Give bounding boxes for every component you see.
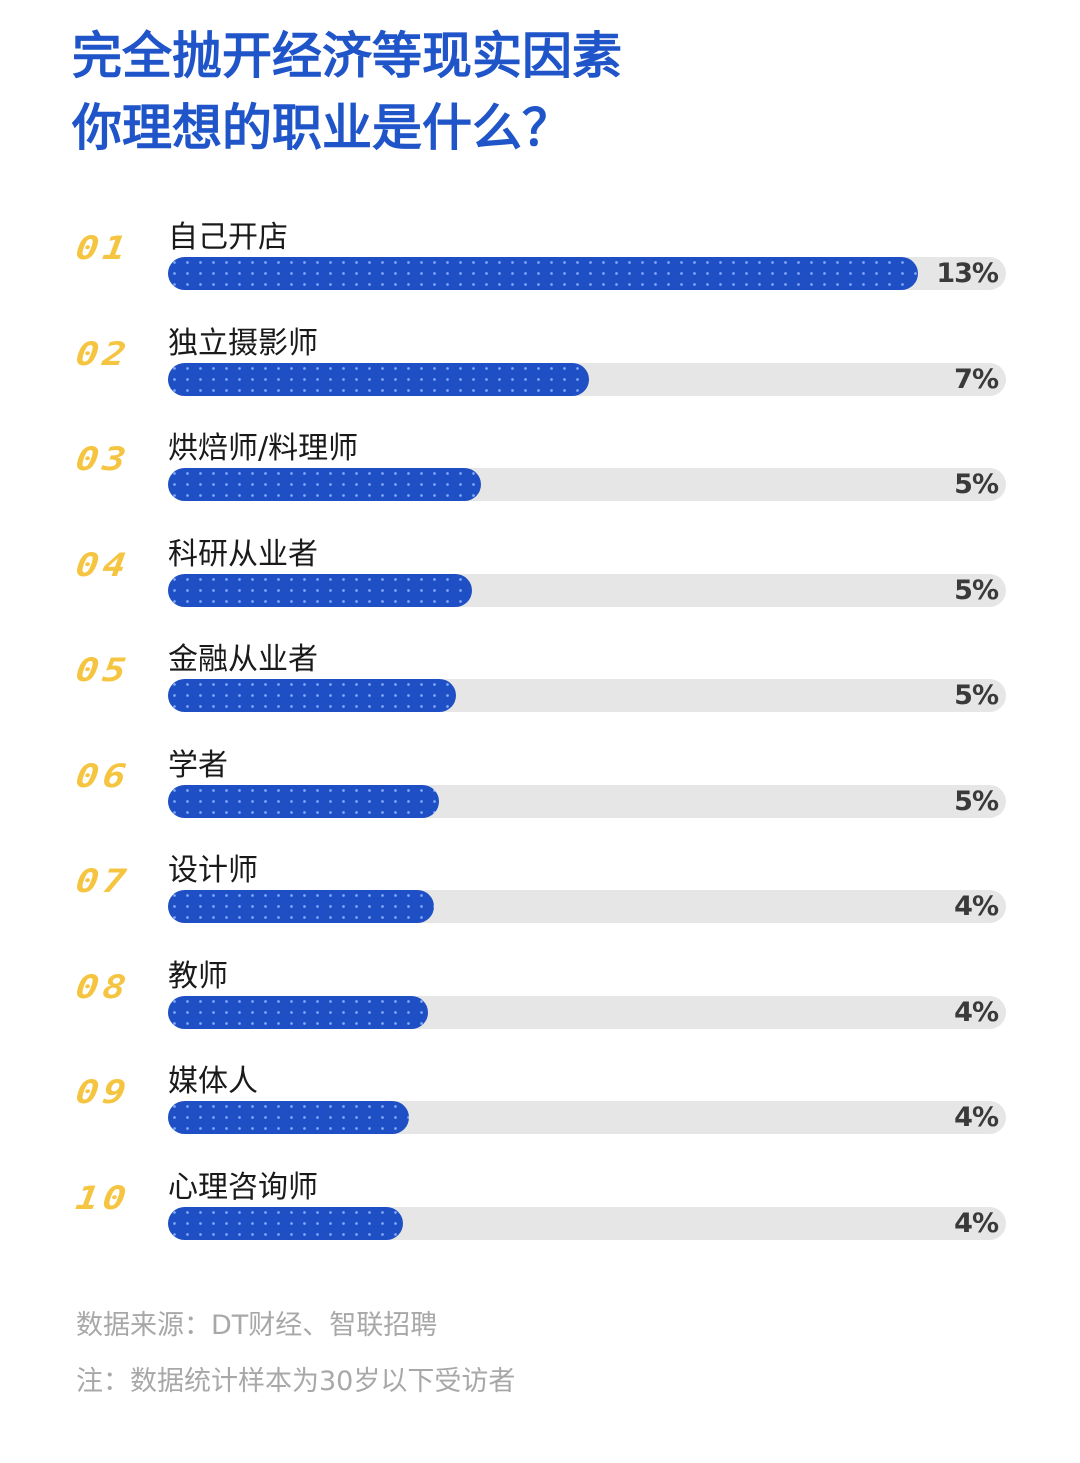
rank-number: 05 <box>73 651 133 689</box>
bar-fill <box>168 1206 403 1240</box>
bar-row: 04 科研从业者 5% <box>0 527 1080 627</box>
value-label: 13% <box>936 258 999 289</box>
bar-row: 09 媒体人 4% <box>0 1054 1080 1154</box>
bar-row: 03 烘焙师/料理师 5% <box>0 421 1080 521</box>
rank-number: 06 <box>73 756 133 795</box>
bar-row: 06 学者 5% <box>0 738 1080 838</box>
value-label: 4% <box>954 1102 999 1133</box>
category-label: 心理咨询师 <box>168 1169 318 1205</box>
bar-fill <box>168 890 434 923</box>
title-line-2: 你理想的职业是什么？ <box>72 99 572 157</box>
bar-fill <box>168 1101 410 1134</box>
bar-row: 10 心理咨询师 4% <box>0 1160 1080 1260</box>
bar-track: 4% <box>168 1206 1006 1240</box>
bar-row: 02 独立摄影师 7% <box>0 316 1080 416</box>
bar-track: 4% <box>168 1101 1006 1134</box>
bar-track: 5% <box>168 784 1006 818</box>
category-label: 学者 <box>168 747 228 783</box>
bar-row: 05 金融从业者 5% <box>0 632 1080 732</box>
rank-number: 04 <box>73 545 133 584</box>
bar-row: 07 设计师 4% <box>0 843 1080 943</box>
data-note: 注：数据统计样本为30岁以下受访者 <box>76 1366 516 1397</box>
category-label: 科研从业者 <box>168 536 318 572</box>
data-source: 数据来源：DT财经、智联招聘 <box>76 1310 438 1341</box>
bar-track: 4% <box>168 890 1006 923</box>
bar-fill <box>168 468 482 501</box>
bar-track: 5% <box>168 679 1006 712</box>
category-label: 媒体人 <box>168 1064 258 1099</box>
category-label: 烘焙师/料理师 <box>168 431 359 466</box>
bar-track: 5% <box>168 573 1006 607</box>
rank-number: 07 <box>73 862 133 900</box>
rank-number: 01 <box>73 229 133 267</box>
bar-fill <box>168 362 589 396</box>
value-label: 4% <box>954 996 999 1028</box>
category-label: 独立摄影师 <box>168 325 318 361</box>
bar-fill <box>168 257 918 290</box>
bar-fill <box>168 573 473 607</box>
value-label: 7% <box>954 363 999 395</box>
bar-track: 7% <box>168 362 1006 396</box>
bar-track: 13% <box>168 257 1006 290</box>
bar-row: 08 教师 4% <box>0 949 1080 1049</box>
category-label: 教师 <box>168 958 228 994</box>
category-label: 设计师 <box>168 853 258 888</box>
value-label: 5% <box>954 469 999 500</box>
rank-number: 10 <box>73 1178 133 1217</box>
bar-fill <box>168 679 457 712</box>
category-label: 金融从业者 <box>168 642 318 677</box>
rank-number: 02 <box>73 334 133 373</box>
footer: 数据来源：DT财经、智联招聘 注：数据统计样本为30岁以下受访者 <box>76 1298 515 1410</box>
bar-row: 01 自己开店 13% <box>0 210 1080 310</box>
rank-number: 03 <box>73 440 133 478</box>
chart-title: 完全抛开经济等现实因素 你理想的职业是什么？ <box>72 20 622 164</box>
title-line-1: 完全抛开经济等现实因素 <box>72 27 622 85</box>
bar-fill <box>168 784 439 818</box>
value-label: 4% <box>954 891 999 922</box>
rank-number: 09 <box>73 1073 133 1111</box>
value-label: 4% <box>954 1207 999 1239</box>
rank-number: 08 <box>73 967 133 1006</box>
bar-track: 4% <box>168 995 1006 1029</box>
value-label: 5% <box>954 680 999 711</box>
value-label: 5% <box>954 574 999 606</box>
bar-fill <box>168 995 428 1029</box>
value-label: 5% <box>954 785 999 817</box>
bar-track: 5% <box>168 468 1006 501</box>
category-label: 自己开店 <box>168 220 288 255</box>
